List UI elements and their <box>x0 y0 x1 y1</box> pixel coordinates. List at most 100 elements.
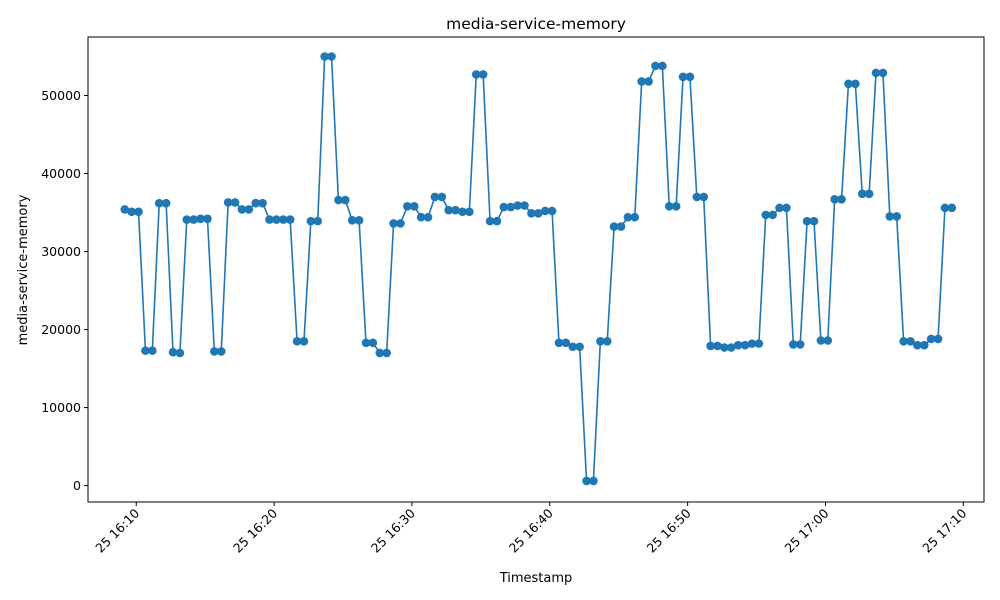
data-point <box>913 340 922 350</box>
series-line <box>124 55 952 482</box>
data-point <box>789 340 798 349</box>
data-point <box>864 189 874 199</box>
data-point <box>513 201 522 210</box>
data-point <box>492 216 502 226</box>
x-tick-label: 25 16:20 <box>230 505 280 555</box>
data-point <box>520 201 529 210</box>
data-point <box>720 343 729 352</box>
data-point <box>623 212 633 222</box>
data-point <box>134 207 143 217</box>
data-point <box>823 336 833 345</box>
data-point <box>347 216 357 225</box>
data-point <box>602 336 612 346</box>
data-point <box>203 214 212 224</box>
data-point <box>272 215 281 224</box>
x-axis: 25 16:10 25 16:20 25 16:30 25 16:40 25 16:50… <box>92 502 969 556</box>
data-point <box>878 68 888 78</box>
x-tick-label: 25 16:40 <box>506 505 556 555</box>
data-point <box>851 79 860 89</box>
data-point <box>341 195 350 205</box>
data-point <box>658 61 667 71</box>
y-tick-label: 20000 <box>41 322 81 337</box>
data-point <box>485 216 495 226</box>
data-point <box>706 341 715 351</box>
data-point <box>465 207 474 217</box>
data-point <box>223 198 233 207</box>
data-point <box>740 340 750 350</box>
data-point <box>396 219 405 228</box>
data-point <box>334 195 343 205</box>
data-point <box>630 212 640 222</box>
data-point <box>306 216 316 226</box>
data-point <box>403 202 412 211</box>
data-point <box>809 216 819 226</box>
data-point <box>747 339 757 348</box>
data-point <box>354 216 364 225</box>
data-point <box>148 346 157 355</box>
data-point <box>582 476 591 486</box>
data-point <box>182 215 192 224</box>
y-tick-label: 10000 <box>41 400 81 415</box>
data-point <box>299 336 309 346</box>
data-point <box>940 203 950 213</box>
data-point <box>278 215 288 224</box>
data-point <box>685 72 695 82</box>
data-point <box>768 210 777 220</box>
data-point <box>368 338 378 348</box>
data-point <box>899 336 908 346</box>
data-point <box>175 348 185 358</box>
data-point <box>389 219 398 228</box>
chart-title: media-service-memory <box>446 15 626 33</box>
data-point <box>292 336 302 346</box>
data-point <box>561 338 571 348</box>
data-point <box>161 198 171 208</box>
data-point <box>244 205 254 214</box>
data-point <box>547 206 557 216</box>
data-point <box>947 203 957 213</box>
data-point <box>258 198 267 208</box>
y-axis-label: media-service-memory <box>16 194 31 345</box>
data-point <box>210 347 219 356</box>
data-point <box>933 334 943 344</box>
data-point <box>761 210 771 220</box>
data-point <box>506 202 516 212</box>
data-point <box>437 192 447 202</box>
data-point <box>892 212 901 221</box>
data-point <box>416 212 426 222</box>
data-point <box>444 205 454 215</box>
data-point <box>575 342 584 352</box>
data-point <box>830 194 839 204</box>
data-point <box>382 348 391 358</box>
data-point <box>375 348 385 358</box>
data-point <box>844 79 853 89</box>
data-point <box>754 339 764 348</box>
data-point <box>168 347 178 357</box>
data-point <box>795 340 805 349</box>
data-point <box>609 222 619 231</box>
y-tick-label: 50000 <box>41 88 81 103</box>
data-point <box>285 215 295 224</box>
data-point <box>451 205 460 215</box>
y-axis: 0 10000 20000 30000 40000 50000 <box>41 88 88 493</box>
data-point <box>726 343 736 352</box>
data-point <box>265 215 274 224</box>
data-point <box>251 198 261 208</box>
x-tick-label: 25 17:00 <box>781 505 831 555</box>
x-tick-label: 25 16:10 <box>92 505 142 555</box>
series-layer <box>120 52 957 486</box>
x-axis-label: Timestamp <box>499 571 573 586</box>
data-point <box>885 212 895 221</box>
data-point <box>699 192 709 202</box>
data-point <box>361 338 371 348</box>
data-point <box>409 202 419 211</box>
x-tick-label: 25 16:50 <box>644 505 694 555</box>
data-point <box>775 203 784 213</box>
data-point <box>471 70 481 79</box>
data-point <box>678 72 688 82</box>
plot-frame <box>87 36 985 503</box>
data-point <box>540 206 550 216</box>
data-point <box>120 205 130 214</box>
data-point <box>919 340 929 350</box>
data-point <box>216 347 226 356</box>
